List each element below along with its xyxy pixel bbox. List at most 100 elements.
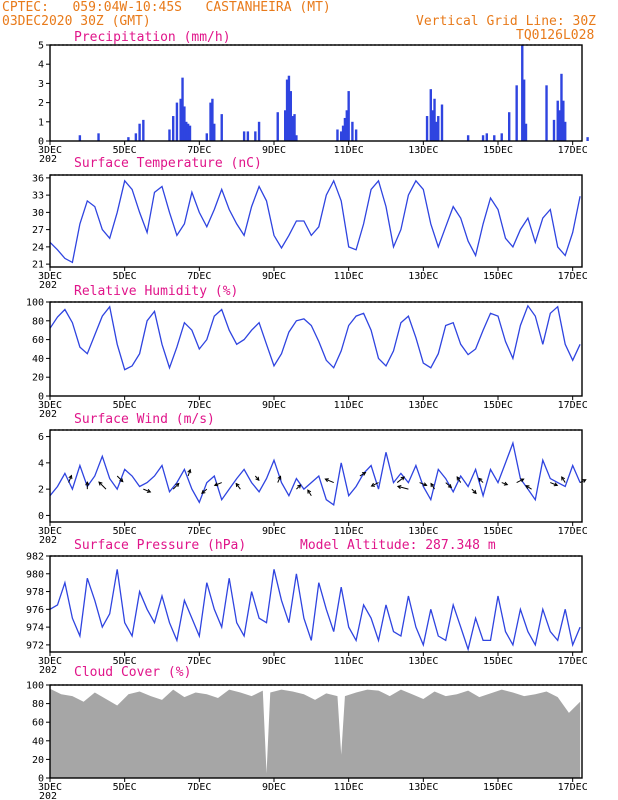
precip-bar [246,131,250,141]
precip-bar [168,129,171,141]
precip-bar [558,110,561,141]
x-year-stub: 202 [39,535,57,546]
panel-frame [49,44,583,142]
x-year-stub: 202 [39,791,57,800]
precip-bar [295,135,298,141]
precip-bar [481,135,485,141]
x-tick-label: 17DEC [558,271,588,282]
y-tick-label: 978 [26,587,44,598]
y-tick-label: 40 [32,354,44,365]
x-tick-label: 7DEC [187,526,211,537]
x-tick-label: 9DEC [262,145,286,156]
rh-line [49,304,581,371]
wind-arrow [98,481,107,490]
wind-arrow [561,476,566,483]
cloud-cover-area [50,688,581,778]
y-tick-label: 60 [32,335,44,346]
precip-bar [138,123,141,141]
precip-bar [560,73,563,141]
x-year-stub: 202 [39,409,57,420]
y-tick-label: 24 [32,242,44,253]
x-tick-label: 17DEC [558,656,588,667]
wind-arrow-head [520,478,525,483]
wind-arrow-head [503,481,509,486]
precip-bar [345,110,348,141]
panel-wind: 0 2 4 6 3DEC 5DEC 7DEC 9DEC 11DEC 13DEC 15DEC 17DEC… [38,412,588,546]
precip-bar [276,112,279,141]
wind-arrow-head [175,482,180,488]
x-tick-label: 3DEC [38,145,62,156]
wind-arrow [445,482,452,488]
x-tick-label: 15DEC [483,656,513,667]
precip-bar [172,116,175,141]
header-location: CPTEC: 059:04W-10:45S CASTANHEIRA (MT) [2,0,331,15]
header-model-id: TQ0126L028 [516,28,595,43]
x-tick-label: 5DEC [113,400,137,411]
x-tick-label: 5DEC [113,782,137,793]
wind-arrow [307,489,312,496]
x-year-stub: 202 [39,665,57,676]
wind-arrow-head [361,471,367,476]
y-tick-label: 0 [38,392,44,403]
x-tick-label: 7DEC [187,656,211,667]
cloud-title: Cloud Cover (%) [74,665,191,680]
wind-arrow [456,476,462,483]
precip-bar [493,135,496,141]
x-tick-label: 15DEC [483,782,513,793]
x-tick-label: 5DEC [113,145,137,156]
model-altitude-label: Model Altitude: 287.348 m [300,538,496,553]
x-tick-label: 15DEC [483,271,513,282]
x-tick-label: 7DEC [187,271,211,282]
y-tick-label: 33 [32,191,44,202]
wind-arrow [396,476,405,483]
wind-arrow-head [201,489,206,495]
precip-bar [188,125,192,141]
x-tick-label: 11DEC [334,782,364,793]
temp-line [49,179,581,264]
wind-arrow-head [370,482,376,487]
y-tick-label: 972 [26,640,44,651]
precip-bar [211,98,214,141]
precip-bar [425,116,429,141]
wind-arrow [187,469,191,477]
panel-frame [49,174,583,268]
panel-temp: 21 24 27 30 33 36 3DEC 5DEC 7DEC 9DEC 11DEC 13DEC 15… [32,156,588,291]
x-tick-label: 15DEC [483,145,513,156]
wind-arrow-head [277,475,282,480]
panel-cloud: 0 20 40 60 80 100 3DEC 5DEC 7DEC 9DEC 11DEC 13DEC 15… [26,665,588,800]
y-tick-label: 5 [38,41,44,52]
x-tick-label: 9DEC [262,526,286,537]
panel-pres: 972 974 976 978 980 982 3DEC 5DEC 7DEC 9DEC 11DEC 1… [26,538,588,676]
x-tick-label: 11DEC [334,656,364,667]
precip-bar [97,133,100,141]
wind-arrow [214,482,222,486]
wind-arrow [525,485,532,490]
x-tick-label: 3DEC [38,400,62,411]
wind-arrow-head [68,474,73,480]
wind-arrow [550,482,558,486]
precip-bar [175,102,179,141]
y-tick-label: 976 [26,605,44,616]
wind-arrow-head [582,479,587,483]
precip-bar [429,89,432,141]
precip-bar [291,116,294,141]
y-tick-label: 27 [32,225,44,236]
y-tick-label: 36 [32,173,44,184]
precip-bar [522,79,526,141]
wind-arrow [579,479,586,484]
precip-bar [242,131,246,141]
panel-rh: 0 20 40 60 80 100 3DEC 5DEC 7DEC 9DEC 11DEC 13DEC 15… [26,284,588,420]
precip-bar [220,114,223,141]
y-tick-label: 20 [32,755,44,766]
wind-arrow-head [297,484,302,489]
precip-bar [431,110,434,141]
y-tick-label: 3 [38,79,44,90]
precip-bar [552,119,556,141]
x-tick-label: 13DEC [408,145,438,156]
wind-arrow [201,488,208,494]
pres-title: Surface Pressure (hPa) [74,538,246,553]
x-tick-label: 7DEC [187,145,211,156]
y-tick-label: 20 [32,373,44,384]
panel-precip: 0 1 2 3 4 5 3DEC 5DEC 7DEC 9DEC 11DEC 13DEC 15DEC 17D… [38,30,589,165]
wind-arrow-head [85,481,90,486]
